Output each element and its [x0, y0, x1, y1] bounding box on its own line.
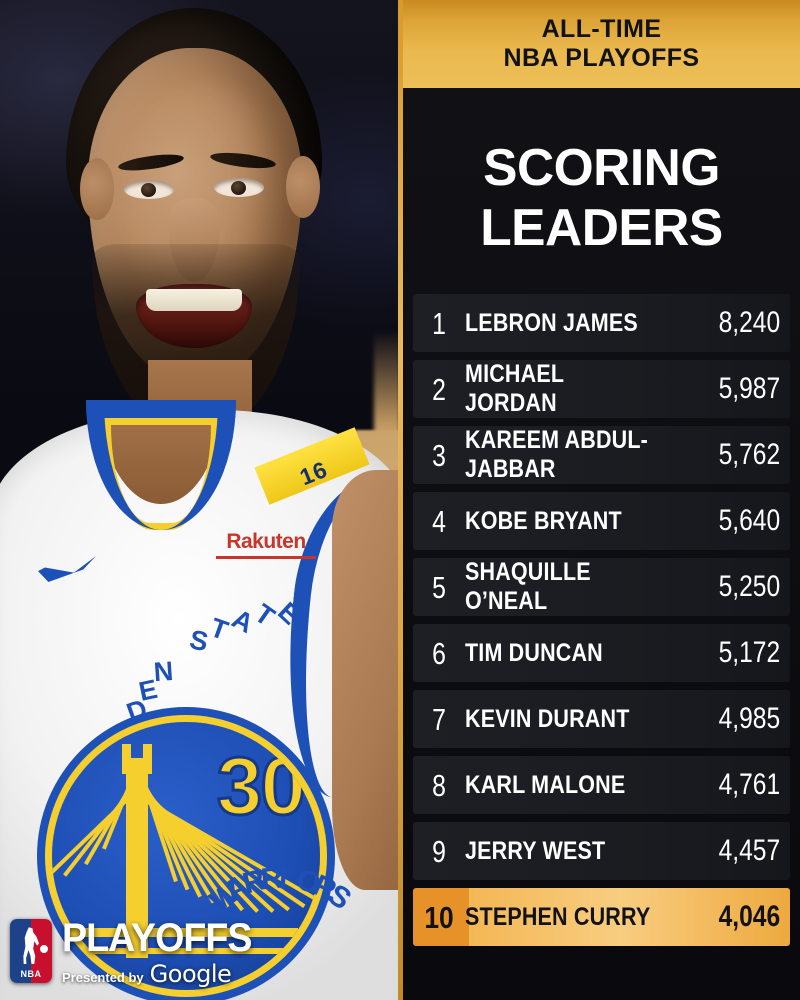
table-row[interactable]: 1 LEBRON JAMES 8,240 [413, 294, 790, 352]
leaders-list: 1 LEBRON JAMES 8,240 2 MICHAEL JORDAN 5,987 3 K… [403, 294, 800, 946]
arc-letter: I [277, 862, 289, 896]
header-line-2: NBA PLAYOFFS [503, 43, 700, 72]
presented-by-label: Presented by [62, 970, 144, 985]
bridge-deck-lower [68, 948, 298, 954]
jersey-number: 30 [215, 741, 307, 832]
row-points: 8,240 [718, 306, 781, 339]
row-points: 4,457 [718, 834, 781, 867]
basketball-icon [40, 945, 48, 954]
row-player-name: KOBE BRYANT [465, 506, 622, 535]
branding-text: PLAYOFFS Presented by Google [62, 916, 264, 988]
sponsor-google-logo: Google [149, 960, 232, 988]
row-points: 4,046 [718, 900, 781, 933]
teeth [146, 289, 242, 311]
player-arm [332, 470, 400, 890]
panel-header: ALL-TIME NBA PLAYOFFS [403, 0, 800, 88]
row-player-name: JERRY WEST [465, 836, 606, 865]
row-player-name: KAREEM ABDUL-JABBAR [465, 426, 648, 483]
row-player-name: LEBRON JAMES [465, 308, 638, 337]
row-rank: 7 [432, 701, 446, 737]
table-row[interactable]: 5 SHAQUILLE O’NEAL 5,250 [413, 558, 790, 616]
arc-letter [170, 639, 180, 670]
row-player-name: KARL MALONE [465, 770, 626, 799]
table-row[interactable]: 2 MICHAEL JORDAN 5,987 [413, 360, 790, 418]
row-rank: 2 [432, 371, 446, 407]
rakuten-underline [216, 556, 316, 559]
table-row[interactable]: 10 STEPHEN CURRY 4,046 [413, 888, 790, 946]
row-player-name: KEVIN DURANT [465, 704, 630, 733]
bridge-deck [68, 928, 298, 937]
eye-right [214, 178, 264, 197]
playoffs-branding: NBA PLAYOFFS Presented by Google [10, 916, 264, 988]
playoffs-title: PLAYOFFS [62, 916, 253, 961]
mouth [136, 284, 252, 348]
row-rank: 10 [424, 899, 454, 935]
row-points: 5,762 [718, 438, 781, 471]
row-points: 4,985 [718, 702, 781, 735]
row-rank: 1 [432, 305, 446, 341]
ear-right [286, 156, 320, 218]
table-row[interactable]: 8 KARL MALONE 4,761 [413, 756, 790, 814]
player-head [44, 8, 344, 450]
row-player-name: STEPHEN CURRY [465, 902, 651, 931]
row-rank: 5 [432, 569, 446, 605]
row-points: 5,640 [718, 504, 781, 537]
row-rank: 3 [432, 437, 446, 473]
table-row[interactable]: 3 KAREEM ABDUL-JABBAR 5,762 [413, 426, 790, 484]
row-points: 5,172 [718, 636, 781, 669]
nba-logo-icon: NBA [10, 919, 52, 984]
ear-left [80, 158, 114, 220]
row-rank: 8 [432, 767, 446, 803]
row-rank: 9 [432, 833, 446, 869]
table-row[interactable]: 7 KEVIN DURANT 4,985 [413, 690, 790, 748]
table-row[interactable]: 9 JERRY WEST 4,457 [413, 822, 790, 880]
header-line-1: ALL-TIME [541, 15, 662, 43]
rakuten-logo: Rakuten [226, 530, 306, 553]
table-row[interactable]: 6 TIM DUNCAN 5,172 [413, 624, 790, 682]
bridge-tower [122, 744, 152, 958]
nba-player-silhouette-icon [23, 927, 39, 965]
eye-left [124, 180, 174, 199]
table-row[interactable]: 4 KOBE BRYANT 5,640 [413, 492, 790, 550]
presented-by-row: Presented by Google [62, 960, 264, 988]
page-title: SCORING LEADERS [480, 139, 723, 257]
gold-divider [398, 0, 403, 1000]
row-player-name: SHAQUILLE O’NEAL [465, 558, 591, 615]
nba-logo-text: NBA [20, 969, 42, 980]
pupil-right [231, 181, 246, 195]
row-player-name: MICHAEL JORDAN [465, 360, 564, 417]
row-points: 5,987 [718, 372, 781, 405]
row-points: 5,250 [718, 570, 781, 603]
row-rank: 6 [432, 635, 446, 671]
row-rank: 4 [432, 503, 446, 539]
row-points: 4,761 [718, 768, 781, 801]
warriors-bridge-logo: 30 [52, 722, 320, 990]
row-player-name: TIM DUNCAN [465, 638, 603, 667]
pupil-left [141, 183, 156, 197]
